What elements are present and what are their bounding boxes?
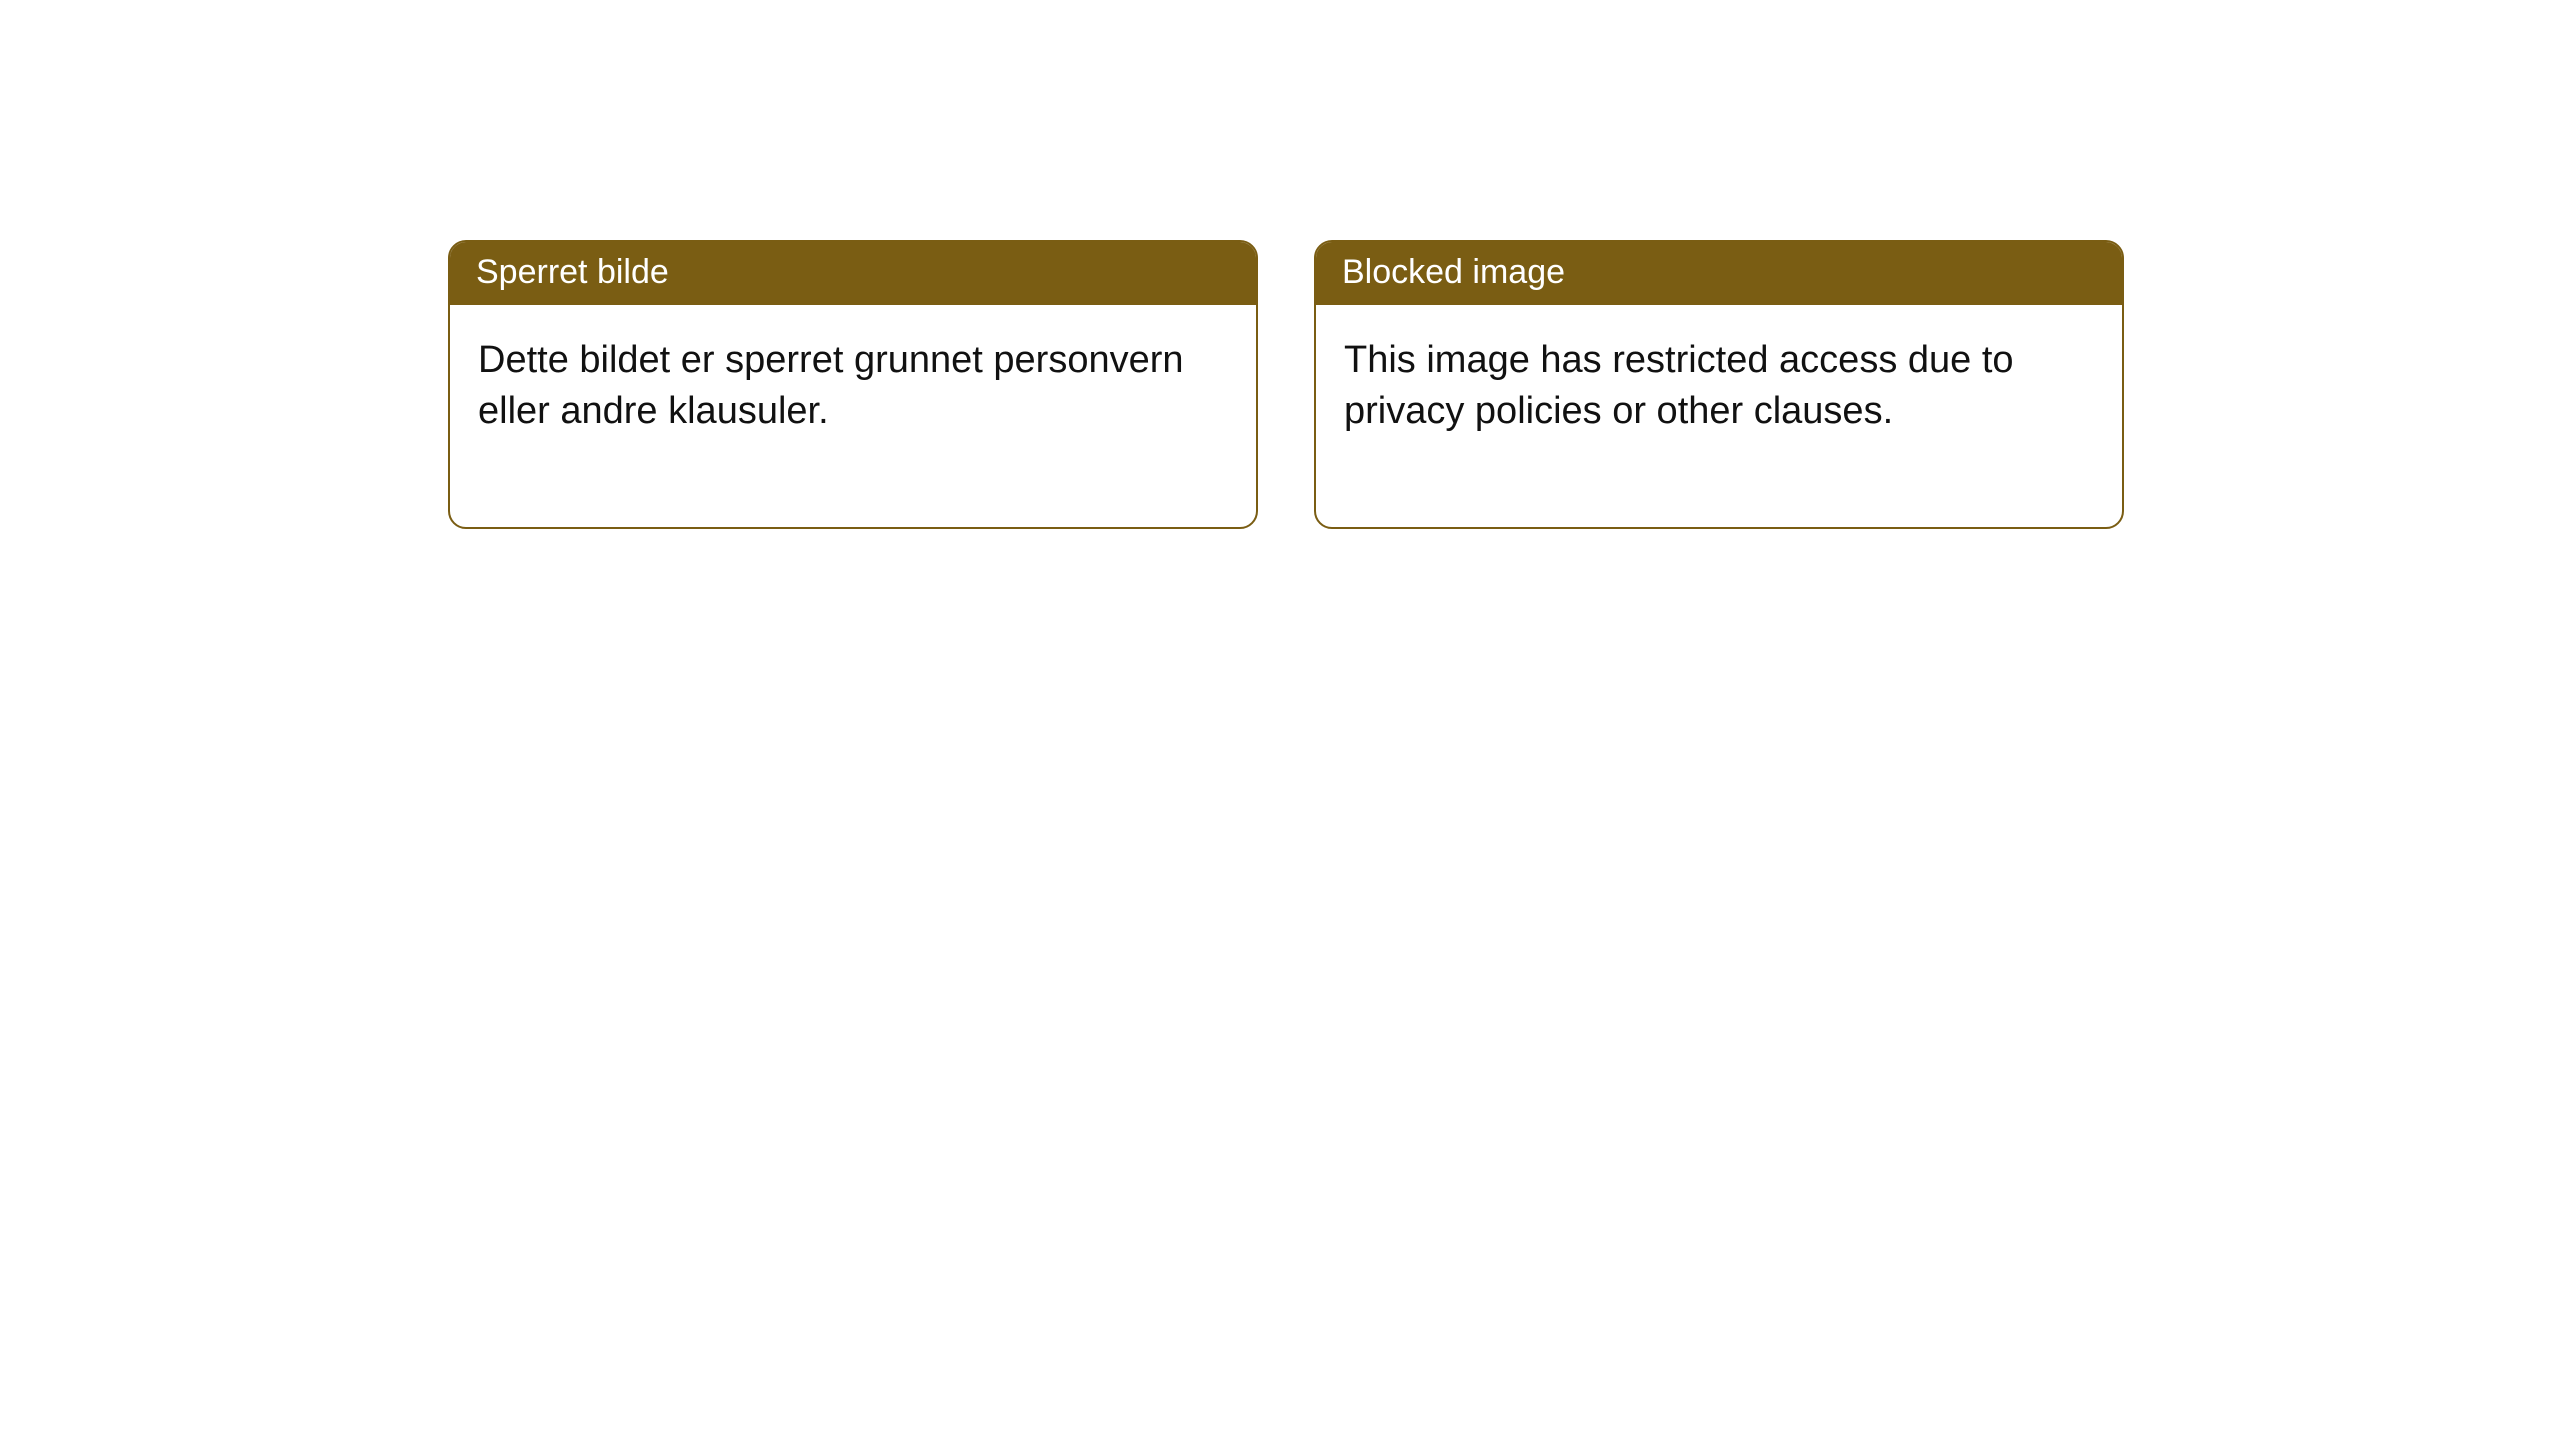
- notice-body-english: This image has restricted access due to …: [1316, 305, 2122, 528]
- notice-title-english: Blocked image: [1316, 242, 2122, 305]
- notice-card-english: Blocked image This image has restricted …: [1314, 240, 2124, 529]
- notice-container: Sperret bilde Dette bildet er sperret gr…: [0, 0, 2560, 529]
- notice-title-norwegian: Sperret bilde: [450, 242, 1256, 305]
- notice-card-norwegian: Sperret bilde Dette bildet er sperret gr…: [448, 240, 1258, 529]
- notice-body-norwegian: Dette bildet er sperret grunnet personve…: [450, 305, 1256, 528]
